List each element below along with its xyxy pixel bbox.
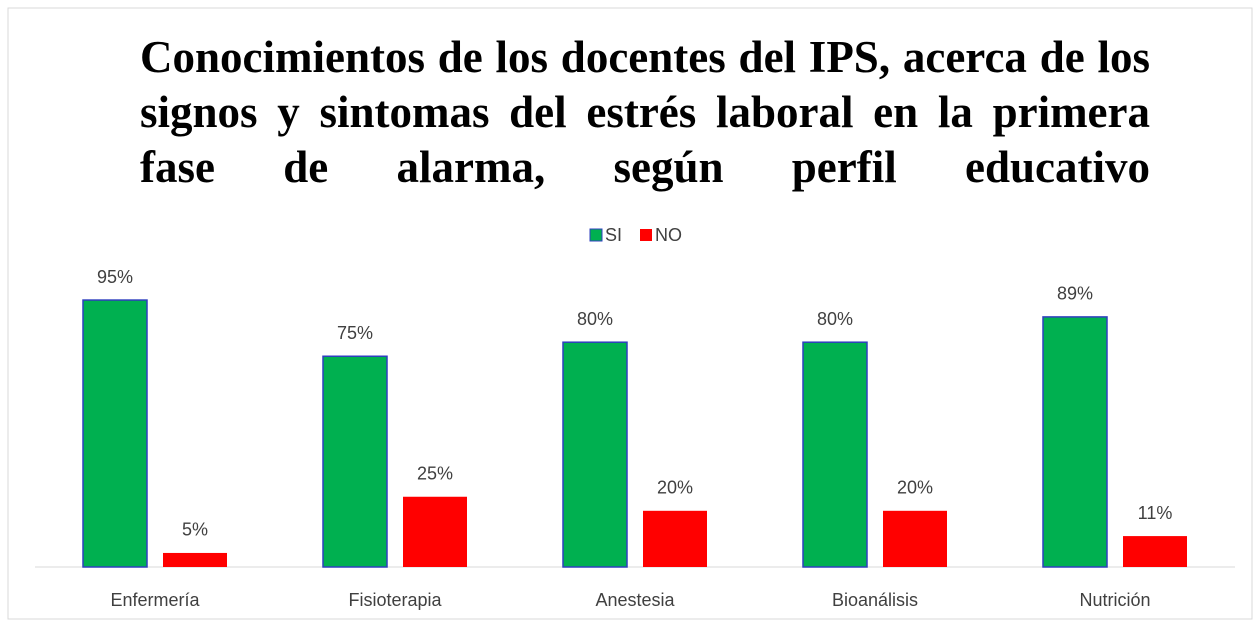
x-tick-label: Anestesia	[595, 590, 675, 610]
legend-label: NO	[655, 225, 682, 245]
x-tick-label: Fisioterapia	[348, 590, 442, 610]
bar	[322, 355, 388, 568]
legend-swatch	[640, 229, 652, 241]
x-tick-label: Bioanálisis	[832, 590, 918, 610]
data-label: 89%	[1057, 284, 1093, 304]
bar	[82, 299, 148, 568]
data-label: 80%	[817, 309, 853, 329]
data-label: 20%	[897, 478, 933, 498]
bar	[562, 341, 628, 568]
legend-swatch	[589, 228, 603, 242]
x-tick-label: Nutrición	[1079, 590, 1150, 610]
bar	[802, 341, 868, 568]
data-label: 75%	[337, 323, 373, 343]
bar	[403, 496, 467, 567]
bar	[163, 552, 227, 567]
data-label: 11%	[1138, 503, 1173, 523]
x-tick-label: Enfermería	[110, 590, 200, 610]
data-label: 5%	[182, 520, 208, 540]
data-label: 25%	[417, 464, 453, 484]
legend-label: SI	[605, 225, 622, 245]
data-label: 20%	[657, 478, 693, 498]
bar	[1042, 316, 1108, 568]
bar	[1123, 536, 1187, 567]
data-label: 80%	[577, 309, 613, 329]
chart-title: Conocimientos de los docentes del IPS, a…	[140, 32, 1150, 192]
data-label: 95%	[97, 267, 133, 287]
bar	[643, 510, 707, 567]
bar	[883, 510, 947, 567]
